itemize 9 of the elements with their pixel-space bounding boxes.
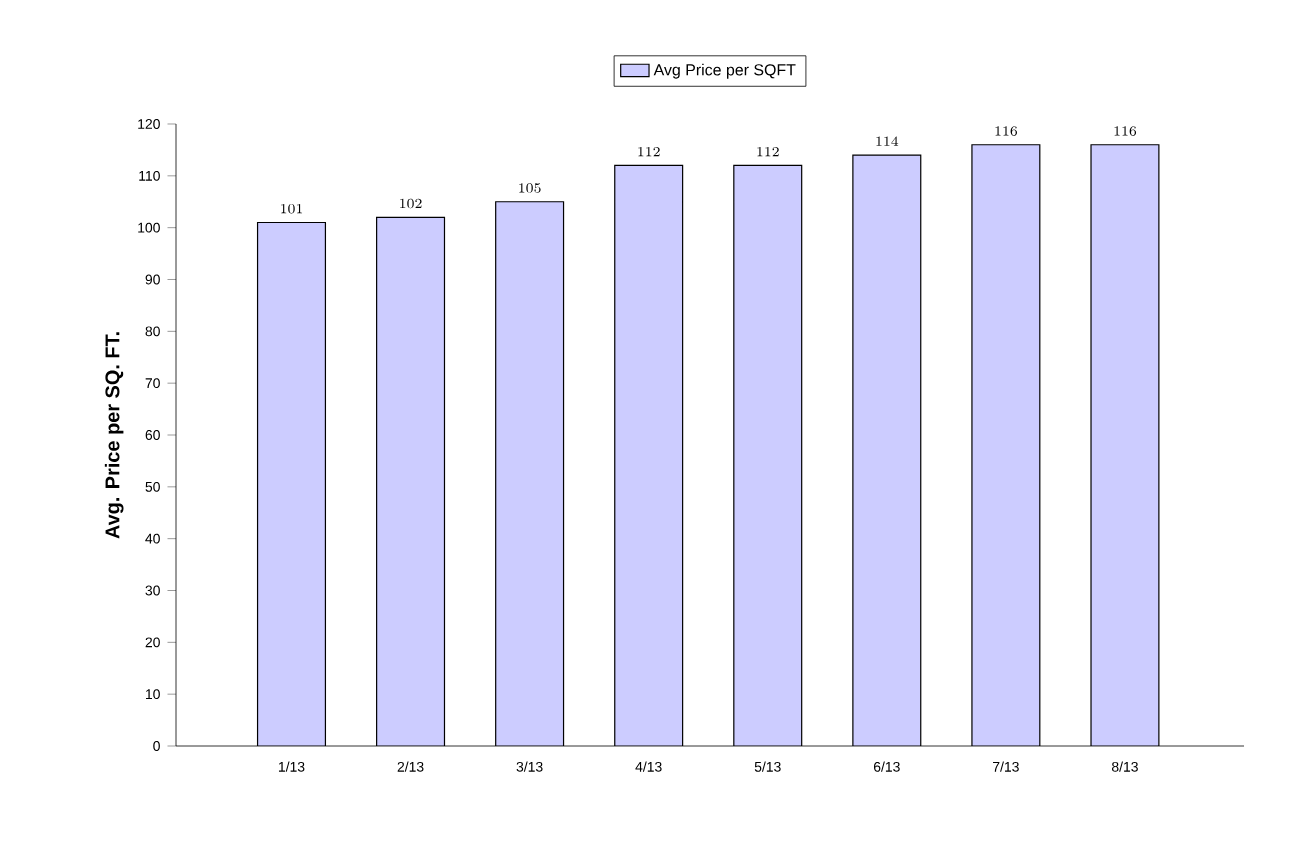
bar [971, 144, 1040, 746]
bar [733, 165, 802, 746]
bar [495, 201, 564, 746]
bar [852, 155, 921, 746]
y-axis-title: Avg. Price per SQ. FT. [104, 332, 124, 539]
bar [257, 222, 326, 746]
bar [614, 165, 683, 746]
bar [1090, 144, 1160, 746]
bar [376, 217, 445, 746]
